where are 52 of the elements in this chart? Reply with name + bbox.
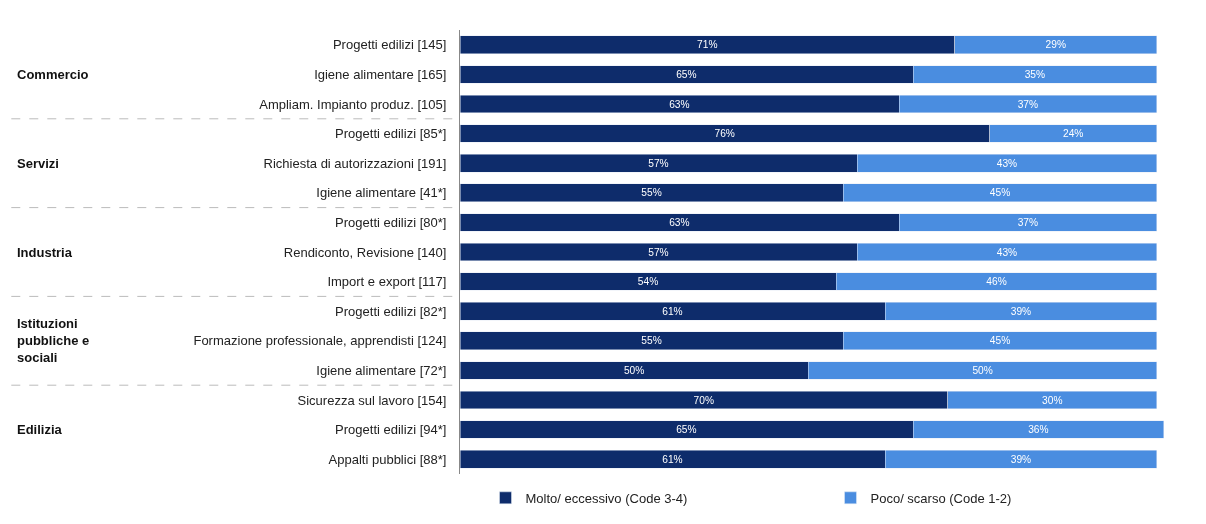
y-tick-label: Import e export [117] (327, 274, 447, 290)
y-tick-label: Ampliam. Impianto produz. [105] (259, 96, 447, 112)
y-tick-label: Igiene alimentare [165] (314, 66, 447, 82)
data-label: 61% (662, 305, 683, 317)
data-label: 36% (1028, 424, 1049, 436)
text: Commercio (17, 67, 89, 82)
y-tick-label: Igiene alimentare [72*] (316, 362, 447, 378)
y-tick-label: Richiesta di autorizzazioni [191] (263, 155, 447, 171)
data-label: 50% (972, 364, 993, 376)
data-label: 65% (676, 68, 697, 80)
y-tick-label: Formazione professionale, apprendisti [124] (193, 333, 447, 349)
data-label: 57% (648, 157, 669, 169)
y-tick-label: Appalti pubblici [88*] (328, 451, 447, 467)
text: Edilizia (17, 422, 63, 437)
data-label: 54% (637, 276, 659, 288)
data-label: 61% (662, 453, 683, 465)
y-tick-label: Progetti edilizi [80*] (335, 214, 447, 230)
data-label: 43% (996, 157, 1018, 169)
data-label: 29% (1045, 39, 1066, 51)
data-label: 43% (996, 246, 1018, 258)
data-label: 45% (989, 335, 1011, 347)
data-label: 35% (1024, 68, 1046, 80)
text: Servizi (17, 156, 59, 171)
text: Industria (17, 245, 73, 260)
data-label: 37% (1017, 98, 1039, 110)
legend-label: Molto/ eccessivo (Code 3-4) (525, 490, 688, 506)
y-tick-label: Igiene alimentare [41*] (316, 185, 447, 201)
data-label: 46% (986, 276, 1007, 288)
data-label: 30% (1042, 394, 1063, 406)
data-label: 76% (714, 128, 735, 140)
y-tick-label: Progetti edilizi [82*] (335, 303, 447, 319)
data-label: 39% (1010, 453, 1032, 465)
y-tick-label: Progetti edilizi [85*] (335, 126, 447, 142)
data-label: 55% (641, 335, 662, 347)
y-tick-label: Rendiconto, Revisione [140] (283, 244, 447, 260)
data-label: 45% (989, 187, 1011, 199)
data-label: 39% (1010, 305, 1032, 317)
data-label: 50% (623, 364, 645, 376)
data-label: 63% (669, 98, 690, 110)
data-label: 70% (693, 394, 714, 406)
data-label: 37% (1017, 216, 1039, 228)
text: Istituzioni pubbliche e sociali (17, 316, 90, 365)
data-label: 65% (676, 424, 697, 436)
data-label: 57% (648, 246, 669, 258)
y-tick-label: Progetti edilizi [145] (332, 37, 447, 53)
legend-label: Poco/ scarso (Code 1-2) (870, 490, 1012, 506)
data-label: 63% (669, 216, 690, 228)
data-label: 55% (641, 187, 662, 199)
data-label: 71% (697, 39, 718, 51)
y-tick-label: Sicurezza sul lavoro [154] (297, 392, 447, 408)
data-label: 24% (1062, 128, 1084, 140)
y-tick-label: Progetti edilizi [94*] (335, 422, 447, 438)
